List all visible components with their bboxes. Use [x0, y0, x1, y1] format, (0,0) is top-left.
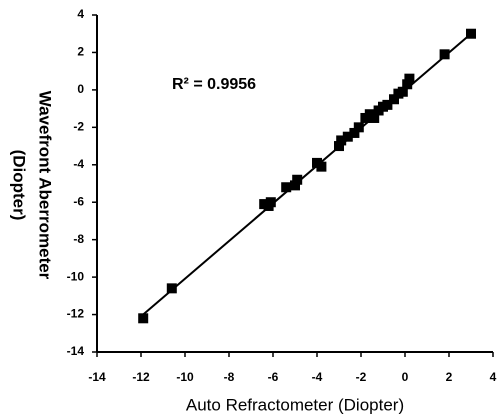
x-tick-label: 0	[402, 370, 409, 384]
point	[389, 94, 399, 105]
x-tick-label: -2	[356, 370, 367, 384]
x-tick-label: 4	[490, 370, 497, 384]
y-axis-label: Wavefront Aberrometer	[36, 91, 55, 280]
point	[353, 122, 364, 133]
point	[316, 161, 327, 172]
point	[439, 49, 450, 60]
point	[138, 313, 149, 324]
y-tick-label: 0	[77, 82, 84, 96]
point	[382, 99, 393, 110]
annotation: R² = 0.9956	[172, 76, 256, 93]
point	[397, 86, 408, 97]
y-tick-label: -8	[73, 232, 84, 246]
x-tick-label: 2	[446, 370, 453, 384]
point	[281, 182, 292, 193]
point	[166, 283, 177, 294]
x-tick-label: -14	[88, 370, 106, 384]
x-tick-label: -10	[176, 370, 194, 384]
fit-line	[140, 32, 472, 318]
point	[349, 127, 360, 138]
x-tick-label: -6	[268, 370, 279, 384]
x-tick-label: -12	[132, 370, 150, 384]
y-tick-label: 2	[77, 45, 84, 59]
y-tick-label: -14	[67, 344, 85, 358]
y-axis-label: (Diopter)	[10, 150, 29, 221]
y-tick-label: 4	[77, 7, 84, 21]
point	[402, 79, 413, 90]
point	[290, 180, 300, 191]
point	[369, 112, 380, 123]
point	[292, 174, 303, 185]
y-tick-label: -10	[67, 269, 85, 283]
y-tick-label: -12	[67, 307, 85, 321]
x-axis-label: Auto Refractometer (Diopter)	[186, 395, 404, 414]
y-tick-label: -6	[73, 194, 84, 208]
point	[404, 73, 415, 84]
point	[265, 197, 276, 208]
point	[334, 141, 344, 152]
y-tick-label: -4	[73, 157, 84, 171]
point	[342, 131, 353, 142]
x-tick-label: -4	[312, 370, 323, 384]
x-tick-label: -8	[224, 370, 235, 384]
y-tick-label: -2	[73, 120, 84, 134]
point	[336, 135, 347, 146]
point	[466, 28, 476, 39]
